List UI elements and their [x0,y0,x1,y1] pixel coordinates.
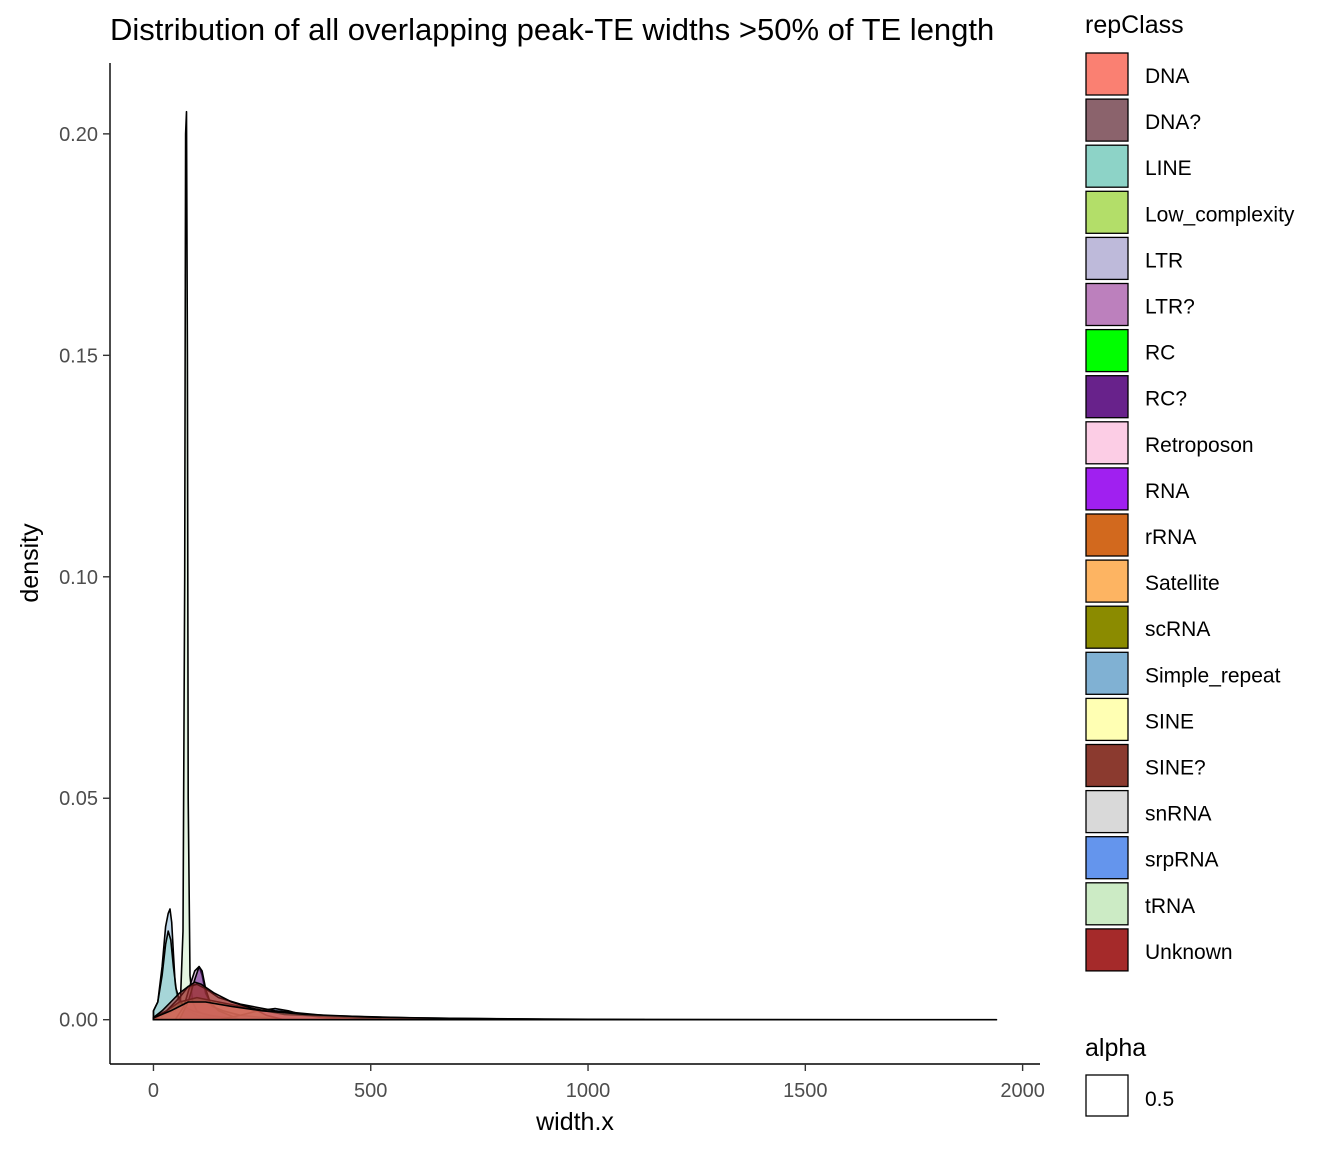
x-tick-label: 1000 [566,1080,611,1102]
legend-item: Satellite [1085,559,1220,603]
legend-swatch [1085,651,1129,695]
legend-item: Simple_repeat [1085,651,1281,695]
legend-label: Satellite [1145,572,1220,595]
legend-item: srpRNA [1085,836,1219,880]
legend-label: SINE? [1145,757,1206,780]
legend-swatch [1085,605,1129,649]
legend-label: DNA [1145,65,1189,88]
x-tick-label: 2000 [1000,1080,1045,1102]
y-axis-ticks: 0.00 0.05 0.10 0.15 0.20 [59,124,110,1032]
legend-label: Simple_repeat [1145,664,1281,687]
y-tick-label: 0.05 [59,788,98,810]
legend-swatch [1085,743,1129,788]
legend-swatch [1085,98,1129,142]
legend-label: Unknown [1145,941,1233,964]
legend-item: Low_complexity [1085,190,1295,234]
legend-swatch [1085,836,1129,880]
y-tick-label: 0.20 [59,124,98,146]
x-axis-title: width.x [535,1108,614,1136]
legend-swatch [1085,421,1129,465]
y-axis-title: density [16,523,44,603]
y-tick-label: 0.10 [59,567,98,589]
legend-item: LTR [1085,236,1183,281]
legend-label: rRNA [1145,526,1196,549]
legend-item: snRNA [1085,789,1212,834]
legend-swatch [1085,190,1129,234]
legend-label: DNA? [1145,111,1201,134]
legend-label: LINE [1145,157,1192,180]
x-tick-label: 0 [148,1080,159,1102]
legend-item: SINE? [1085,743,1206,788]
legend-item: Retroposon [1085,421,1254,465]
legend-swatch [1085,513,1129,557]
legend-swatch [1085,882,1129,926]
plot-panel: 0 500 1000 1500 2000 0.00 0.05 0.10 0.15 0.20 [59,63,1045,1102]
legend-item: LTR? [1085,282,1195,327]
density-series-layer [152,110,998,1021]
legend-label: snRNA [1145,803,1212,826]
legend-items: DNA DNA? LINE Low_complexity LTR LTR? RC RC? Ret… [1085,52,1295,972]
legend-label: LTR [1145,249,1183,272]
density-curve-trna [161,110,242,1021]
legend-swatch [1085,375,1129,419]
legend-item: scRNA [1085,605,1210,649]
legend-item: SINE [1085,697,1194,742]
legend-label: scRNA [1145,618,1210,641]
legend-swatch [1085,328,1129,373]
legend-item: DNA? [1085,98,1201,142]
legend-label: SINE [1145,710,1194,733]
legend-item: Unknown [1085,928,1233,972]
legend-item: rRNA [1085,513,1196,557]
legend-item: LINE [1085,144,1192,188]
legend-swatch [1085,236,1129,281]
legend-label: srpRNA [1145,849,1219,872]
legend-item: RNA [1085,467,1189,511]
legend-item: DNA [1085,52,1189,96]
alpha-legend-title: alpha [1085,1034,1146,1062]
x-axis-ticks: 0 500 1000 1500 2000 [148,1064,1045,1102]
legend-swatch [1085,928,1129,972]
legend-swatch [1085,697,1129,742]
density-curve-dna [152,1001,998,1021]
legend-swatch [1085,467,1129,511]
legend-item: tRNA [1085,882,1195,926]
legend-swatch [1085,52,1129,96]
legend-swatch [1085,282,1129,327]
legend-label: tRNA [1145,895,1195,918]
legend-label: Retroposon [1145,434,1254,457]
legend-label: LTR? [1145,296,1195,319]
alpha-legend: alpha 0.5 [1085,1034,1174,1117]
chart-title: Distribution of all overlapping peak-TE … [110,12,994,47]
legend-label: Low_complexity [1145,203,1295,226]
legend-item: RC? [1085,375,1187,419]
alpha-legend-key [1085,1074,1129,1117]
y-tick-label: 0.15 [59,345,98,367]
legend-swatch [1085,144,1129,188]
y-tick-label: 0.00 [59,1010,98,1032]
legend-swatch [1085,789,1129,834]
repclass-legend: repClass DNA DNA? LINE Low_complexity LTR LTR… [1085,11,1295,972]
legend-title: repClass [1085,11,1184,39]
x-tick-label: 1500 [783,1080,828,1102]
legend-label: RC? [1145,388,1187,411]
legend-swatch [1085,559,1129,603]
legend-item: RC [1085,328,1175,373]
x-tick-label: 500 [354,1080,387,1102]
legend-label: RNA [1145,480,1189,503]
legend-label: RC [1145,342,1175,365]
alpha-legend-label: 0.5 [1145,1088,1174,1111]
